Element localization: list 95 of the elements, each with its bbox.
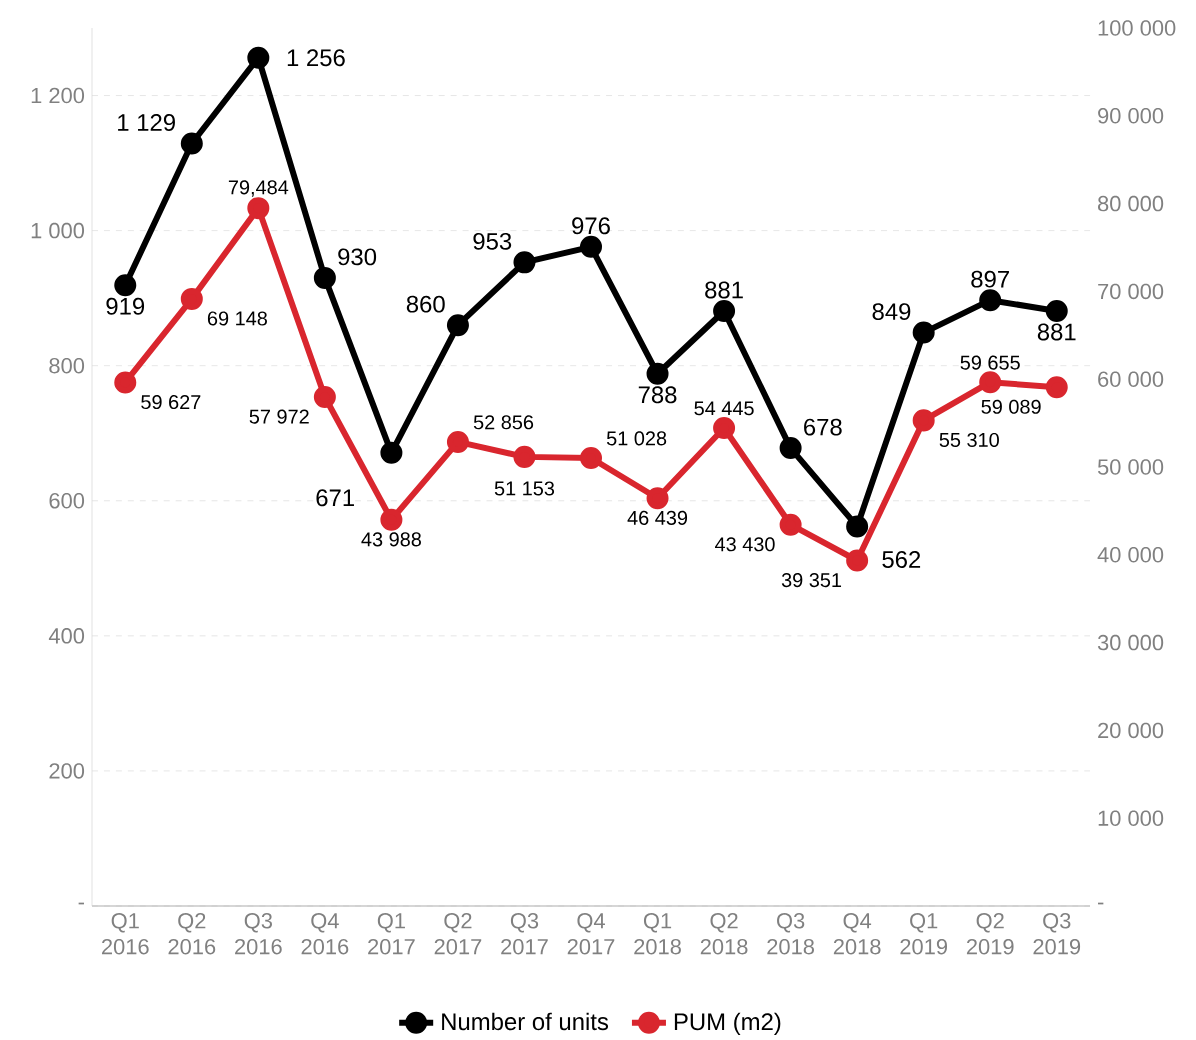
data-label: 51 028 [606,431,667,446]
data-label: 953 [473,232,512,250]
data-label: 897 [971,270,1009,288]
x-tick-label: Q3 2018 [767,913,815,955]
point [846,549,869,572]
x-tick-label: Q1 2016 [101,913,149,955]
point [313,266,336,289]
y2-tick-label: 100 000 [1098,20,1176,36]
data-label: 678 [804,418,842,436]
point [446,314,469,337]
data-label: 46 439 [627,510,688,525]
y2-tick-label: 30 000 [1097,634,1164,651]
point [513,251,536,274]
point [1045,299,1068,322]
x-tick-label: Q1 2018 [634,913,681,955]
data-label: 671 [316,489,354,507]
x-tick-label: Q3 2019 [1033,913,1081,955]
data-label: 55 310 [939,432,999,448]
point [646,362,669,385]
legend-label: PUM (m2) [674,1012,781,1035]
y2-tick-label: 40 000 [1097,547,1164,563]
data-label: 930 [338,248,377,266]
point [979,289,1002,312]
data-label: 51 153 [494,481,555,496]
y2-tick-label: - [1098,902,1104,905]
point [313,386,336,408]
data-label: 39 351 [781,573,842,588]
point [912,321,935,344]
point [114,274,137,297]
x-tick-label: Q2 2017 [434,913,482,955]
x-tick-label: Q3 2017 [501,913,548,955]
y2-tick-label: 10 000 [1098,810,1164,826]
point [779,437,802,460]
point [180,132,203,155]
point [180,287,203,310]
x-tick-label: Q2 2018 [700,913,748,955]
data-label: 860 [406,295,445,313]
data-label: 57 972 [249,409,309,424]
data-label: 919 [106,297,145,315]
y-tick-label: 200 [49,763,85,779]
data-label: 79,484 [228,180,289,197]
legend-label: Number of units [442,1012,609,1031]
point [580,235,603,258]
data-label: 59 655 [960,355,1020,370]
data-label: 52 856 [473,415,534,430]
point [114,371,137,394]
point [646,487,669,510]
y-tick-label: - [78,902,84,905]
x-tick-label: Q4 2017 [567,913,615,955]
y2-tick-label: 80 000 [1097,195,1164,212]
data-label: 43 430 [715,537,775,552]
y-tick-label: 600 [49,493,85,509]
data-label: 69 148 [207,311,267,326]
point [1045,376,1068,399]
point [846,515,869,538]
data-label: 849 [872,303,911,321]
x-tick-label: Q4 2018 [833,913,881,955]
x-tick-label: Q1 2017 [368,913,415,955]
y2-tick-label: 20 000 [1098,722,1164,739]
x-tick-label: Q1 2019 [900,913,948,955]
data-label: 43 988 [361,532,421,547]
data-label: 881 [1037,323,1076,341]
y-tick-label: 1 000 [31,222,85,239]
point [380,508,403,531]
y-tick-label: 400 [48,628,85,644]
data-label: 1 256 [287,49,345,67]
point [247,46,270,69]
data-label: 59 627 [141,395,201,410]
point [979,371,1002,394]
point [247,197,270,220]
point [580,446,603,469]
y2-tick-label: 50 000 [1097,459,1164,475]
point [912,409,935,432]
data-label: 788 [638,386,677,404]
point [779,513,802,536]
x-tick-label: Q4 2016 [301,913,349,955]
x-tick-label: Q2 2019 [966,913,1014,955]
y-tick-label: 1 200 [31,87,85,104]
x-tick-label: Q2 2016 [168,913,216,955]
data-label: 881 [705,281,743,299]
point [513,445,536,468]
x-tick-label: Q3 2016 [235,913,282,955]
point [380,441,403,464]
data-label: 976 [572,217,610,235]
data-label: 59 089 [981,399,1041,414]
data-label: 562 [882,550,921,568]
y-tick-label: 800 [49,357,85,374]
point [713,299,736,322]
y2-tick-label: 90 000 [1098,108,1164,124]
point [713,416,736,439]
y2-tick-label: 70 000 [1098,283,1164,300]
point [446,430,469,453]
data-label: 1 129 [118,114,175,131]
data-label: 54 445 [694,401,754,416]
y2-tick-label: 60 000 [1098,371,1164,387]
